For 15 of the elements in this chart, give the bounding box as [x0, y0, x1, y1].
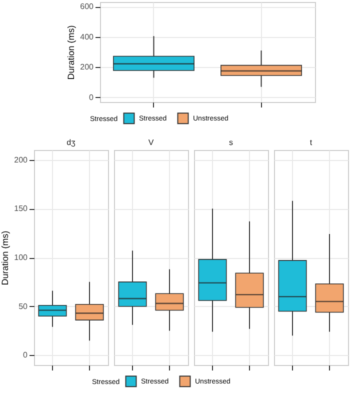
- x-tick-label: t: [310, 138, 313, 147]
- y-tick-label: 50: [18, 302, 28, 311]
- x-tick-label: s: [229, 138, 233, 147]
- x-tick-label: dʒ: [66, 138, 76, 147]
- y-tick-label: 0: [23, 350, 28, 360]
- y-tick-label: 400: [80, 32, 94, 42]
- y-tick-label: 150: [14, 204, 28, 214]
- y-tick-label: 0: [89, 92, 94, 102]
- y-tick-label: 200: [80, 62, 94, 72]
- y-tick-label: 600: [80, 2, 94, 12]
- y-axis-title: Duration (ms): [66, 25, 76, 80]
- y-axis-title: Duration (ms): [0, 230, 10, 286]
- y-tick-label: 200: [14, 155, 28, 164]
- y-tick-label: 100: [14, 253, 28, 262]
- x-tick-label: V: [148, 138, 154, 147]
